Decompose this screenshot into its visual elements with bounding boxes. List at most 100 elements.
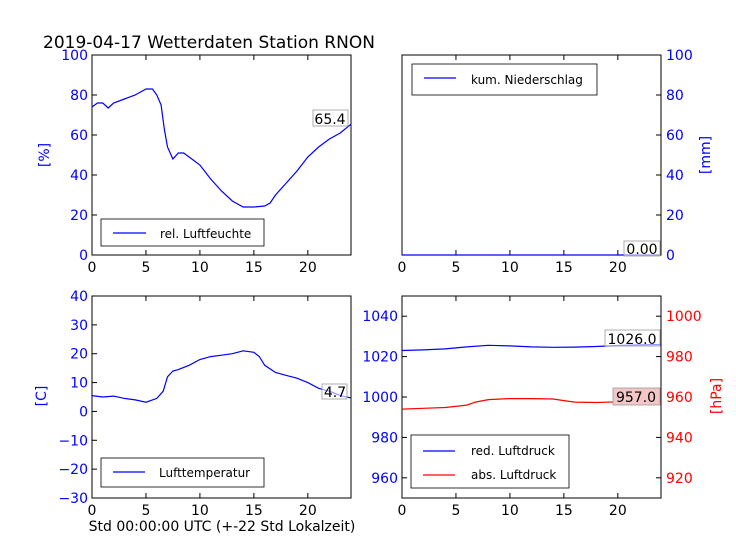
y-tick-label: 1040 <box>362 309 398 325</box>
x-tick-label: 0 <box>88 260 97 276</box>
y-tick-label: 980 <box>666 350 693 366</box>
x-tick-label: 15 <box>245 260 263 276</box>
y-tick-label: 0 <box>666 248 675 264</box>
pressure-latest-red-value: 1026.0 <box>608 332 657 348</box>
series-line <box>91 350 352 403</box>
humidity-latest-value-frame <box>312 109 349 127</box>
precipitation-panel: 0 5 10 15 20 0 20 40 60 80 100 [mm] 0.00 kum. Nie… <box>398 48 714 276</box>
pressure-legend-box <box>410 434 570 489</box>
pressure-latest-red-box: 1026.0 <box>604 329 661 348</box>
y-tick-label: 960 <box>666 390 693 406</box>
pressure-legend: red. Luftdruck abs. Luftdruck <box>410 434 570 489</box>
x-tick-label: 15 <box>245 503 263 519</box>
pressure-latest-abs-box: 957.0 <box>612 387 661 406</box>
temperature-legend: Lufttemperatur <box>100 457 265 488</box>
x-tick-label: 20 <box>299 260 317 276</box>
x-tick-label: 15 <box>555 260 573 276</box>
x-tick-label: 5 <box>451 503 460 519</box>
y-tick-label: 40 <box>666 168 684 184</box>
y-tick-label: 60 <box>70 128 88 144</box>
pressure-right-y-ticks: 920 940 960 980 1000 <box>656 309 702 487</box>
temperature-plot-frame <box>91 295 352 499</box>
precipitation-legend-label: kum. Niederschlag <box>471 73 583 87</box>
y-tick-label: 0 <box>79 404 88 420</box>
pressure-latest-red-frame <box>604 329 661 347</box>
precipitation-y-ticks: 0 20 40 60 80 100 <box>656 48 693 264</box>
temperature-y-ticks: −30 −20 −10 0 10 20 30 40 <box>58 289 97 507</box>
humidity-y-axis-label: [%] <box>37 143 53 167</box>
humidity-plot-frame <box>91 54 352 256</box>
x-tick-label: 10 <box>501 503 519 519</box>
x-tick-label: 0 <box>398 260 407 276</box>
y-tick-label: 1000 <box>666 309 702 325</box>
y-tick-label: 80 <box>70 88 88 104</box>
x-tick-label: 15 <box>555 503 573 519</box>
y-tick-label: −10 <box>58 433 88 449</box>
figure-title: 2019-04-17 Wetterdaten Station RNON <box>43 33 375 53</box>
temperature-panel: 0 5 10 15 20 −30 −20 −10 0 10 20 30 40 [C] Std 00:0… <box>34 289 355 535</box>
y-tick-label: 40 <box>70 289 88 305</box>
temperature-latest-value: 4.7 <box>324 385 346 401</box>
y-tick-label: 100 <box>666 48 693 64</box>
humidity-latest-value-box: 65.4 <box>312 109 349 128</box>
y-tick-label: 960 <box>371 471 398 487</box>
precipitation-x-ticks: 0 5 10 15 20 <box>398 55 627 276</box>
y-tick-label: 0 <box>79 248 88 264</box>
precipitation-y-axis-label: [mm] <box>698 136 714 174</box>
pressure-legend-label-red: red. Luftdruck <box>471 444 555 458</box>
humidity-legend-box <box>100 218 265 247</box>
humidity-panel: 0 5 10 15 20 0 20 40 60 80 100 [%] 65.4 rel. Luft… <box>37 48 352 276</box>
temperature-x-ticks: 0 5 10 15 20 <box>88 296 317 519</box>
x-tick-label: 5 <box>141 260 150 276</box>
humidity-legend: rel. Luftfeuchte <box>100 218 265 247</box>
x-tick-label: 20 <box>609 503 627 519</box>
x-tick-label: 0 <box>88 503 97 519</box>
temperature-series-layer <box>91 350 352 403</box>
y-tick-label: 940 <box>666 430 693 446</box>
precipitation-legend: kum. Niederschlag <box>411 63 598 96</box>
temperature-latest-value-box: 4.7 <box>321 383 348 401</box>
y-tick-label: 980 <box>371 430 398 446</box>
y-tick-label: 1020 <box>362 350 398 366</box>
precipitation-latest-value: 0.00 <box>626 242 657 258</box>
y-tick-label: 40 <box>70 168 88 184</box>
y-tick-label: −20 <box>58 462 88 478</box>
x-tick-label: 5 <box>141 503 150 519</box>
y-tick-label: 20 <box>666 208 684 224</box>
x-tick-label: 20 <box>299 503 317 519</box>
x-tick-label: 20 <box>609 260 627 276</box>
precipitation-latest-value-box: 0.00 <box>623 240 661 258</box>
pressure-legend-label-abs: abs. Luftdruck <box>471 468 556 482</box>
pressure-panel: 0 5 10 15 20 960 980 1000 1020 1040 920 940 960 980… <box>362 295 725 519</box>
temperature-latest-value-frame <box>321 383 348 400</box>
y-tick-label: 100 <box>61 48 88 64</box>
y-tick-label: 30 <box>70 318 88 334</box>
y-tick-label: 10 <box>70 376 88 392</box>
humidity-latest-value: 65.4 <box>314 112 345 128</box>
pressure-left-y-ticks: 960 980 1000 1020 1040 <box>362 309 407 487</box>
temperature-x-axis-label: Std 00:00:00 UTC (+-22 Std Lokalzeit) <box>89 519 356 535</box>
humidity-y-ticks: 0 20 40 60 80 100 <box>61 48 97 264</box>
x-tick-label: 10 <box>191 260 209 276</box>
x-tick-label: 10 <box>191 503 209 519</box>
y-tick-label: −30 <box>58 491 88 507</box>
y-tick-label: 20 <box>70 347 88 363</box>
y-tick-label: 1000 <box>362 390 398 406</box>
precipitation-latest-value-frame <box>623 240 661 257</box>
temperature-y-axis-label: [C] <box>34 386 50 407</box>
temperature-legend-label: Lufttemperatur <box>159 466 250 480</box>
series-line <box>401 398 662 410</box>
pressure-latest-abs-value: 957.0 <box>616 390 656 406</box>
series-line <box>91 88 352 208</box>
y-tick-label: 80 <box>666 88 684 104</box>
pressure-y-axis-label: [hPa] <box>709 378 725 414</box>
humidity-x-ticks: 0 5 10 15 20 <box>88 55 317 276</box>
humidity-legend-label: rel. Luftfeuchte <box>160 227 251 241</box>
x-tick-label: 0 <box>398 503 407 519</box>
pressure-x-ticks: 0 5 10 15 20 <box>398 296 627 519</box>
pressure-latest-abs-frame <box>612 387 661 406</box>
y-tick-label: 920 <box>666 471 693 487</box>
humidity-series-layer <box>91 88 352 208</box>
y-tick-label: 20 <box>70 208 88 224</box>
